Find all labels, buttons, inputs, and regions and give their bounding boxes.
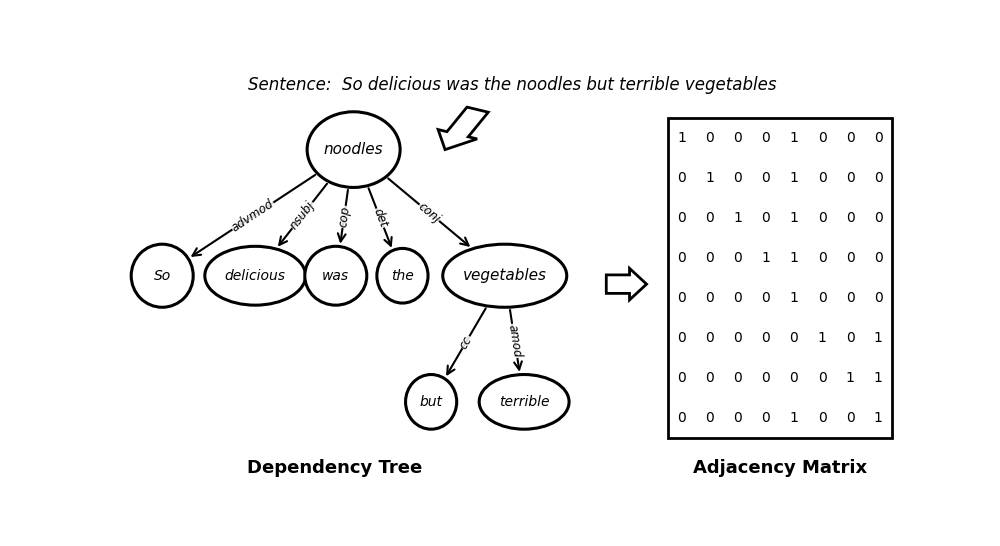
Text: the: the (391, 269, 414, 283)
Text: 0: 0 (705, 291, 714, 305)
Bar (668, 118, 892, 437)
Text: So: So (154, 269, 171, 283)
Text: 0: 0 (846, 331, 854, 345)
Text: 0: 0 (705, 371, 714, 385)
Text: 1: 1 (818, 331, 826, 345)
Text: 0: 0 (733, 331, 742, 345)
Text: 0: 0 (733, 171, 742, 185)
Text: 0: 0 (733, 411, 742, 425)
Text: 0: 0 (818, 291, 826, 305)
Text: 0: 0 (677, 171, 686, 185)
Text: 1: 1 (761, 251, 770, 265)
Text: 0: 0 (677, 331, 686, 345)
Text: 0: 0 (818, 251, 826, 265)
Text: 1: 1 (874, 411, 883, 425)
Text: delicious: delicious (225, 269, 286, 283)
Text: 0: 0 (846, 131, 854, 145)
Ellipse shape (377, 248, 428, 303)
Ellipse shape (205, 246, 306, 305)
Text: 0: 0 (677, 251, 686, 265)
Text: 1: 1 (789, 411, 798, 425)
Text: 0: 0 (761, 211, 770, 225)
Text: 0: 0 (761, 371, 770, 385)
Text: 0: 0 (846, 211, 854, 225)
Text: 0: 0 (677, 291, 686, 305)
Text: 1: 1 (789, 211, 798, 225)
Text: 1: 1 (846, 371, 855, 385)
Text: 0: 0 (874, 211, 883, 225)
Ellipse shape (131, 244, 193, 307)
Text: 0: 0 (818, 211, 826, 225)
Text: amod: amod (506, 323, 524, 358)
Text: 1: 1 (789, 131, 798, 145)
Text: noodles: noodles (324, 142, 383, 157)
Text: 0: 0 (677, 211, 686, 225)
Text: 1: 1 (789, 171, 798, 185)
Text: det: det (371, 207, 390, 229)
Text: 0: 0 (761, 171, 770, 185)
Text: 0: 0 (818, 411, 826, 425)
Text: 0: 0 (705, 331, 714, 345)
Ellipse shape (305, 246, 367, 305)
Text: nsubj: nsubj (287, 199, 317, 232)
Text: 1: 1 (874, 371, 883, 385)
Text: 0: 0 (761, 131, 770, 145)
Text: 0: 0 (733, 251, 742, 265)
Text: Adjacency Matrix: Adjacency Matrix (693, 459, 867, 477)
Text: 1: 1 (733, 211, 742, 225)
Text: advmod: advmod (229, 197, 276, 235)
Text: 0: 0 (846, 291, 854, 305)
Text: 0: 0 (846, 251, 854, 265)
Ellipse shape (443, 244, 567, 307)
Text: 0: 0 (677, 371, 686, 385)
Text: 0: 0 (761, 291, 770, 305)
FancyArrow shape (606, 269, 647, 300)
FancyArrow shape (438, 107, 488, 150)
Text: 1: 1 (789, 251, 798, 265)
Text: 0: 0 (705, 211, 714, 225)
Text: 0: 0 (705, 411, 714, 425)
Text: 0: 0 (790, 331, 798, 345)
Text: but: but (420, 395, 443, 409)
Ellipse shape (406, 375, 457, 429)
Text: 0: 0 (790, 371, 798, 385)
Text: 0: 0 (846, 411, 854, 425)
Text: 0: 0 (818, 171, 826, 185)
Ellipse shape (479, 375, 569, 429)
Text: vegetables: vegetables (463, 268, 547, 283)
Text: 1: 1 (677, 131, 686, 145)
Text: 0: 0 (818, 131, 826, 145)
Text: was: was (322, 269, 349, 283)
Text: 0: 0 (705, 251, 714, 265)
Text: 0: 0 (874, 171, 883, 185)
Text: 0: 0 (846, 171, 854, 185)
Text: 0: 0 (705, 131, 714, 145)
Ellipse shape (307, 112, 400, 187)
Text: 0: 0 (874, 291, 883, 305)
Text: 0: 0 (761, 411, 770, 425)
Text: terrible: terrible (499, 395, 549, 409)
Text: 0: 0 (874, 131, 883, 145)
Text: 0: 0 (818, 371, 826, 385)
Text: 0: 0 (761, 331, 770, 345)
Text: 1: 1 (874, 331, 883, 345)
Text: conj: conj (416, 200, 443, 225)
Text: 0: 0 (733, 291, 742, 305)
Text: cop: cop (336, 205, 352, 228)
Text: 0: 0 (733, 131, 742, 145)
Text: 1: 1 (705, 171, 714, 185)
Text: 0: 0 (733, 371, 742, 385)
Text: cc: cc (457, 334, 475, 351)
Text: 0: 0 (677, 411, 686, 425)
Text: Dependency Tree: Dependency Tree (247, 459, 422, 477)
Text: 1: 1 (789, 291, 798, 305)
Text: 0: 0 (874, 251, 883, 265)
Text: Sentence:  So delicious was the noodles but terrible vegetables: Sentence: So delicious was the noodles b… (248, 76, 777, 94)
